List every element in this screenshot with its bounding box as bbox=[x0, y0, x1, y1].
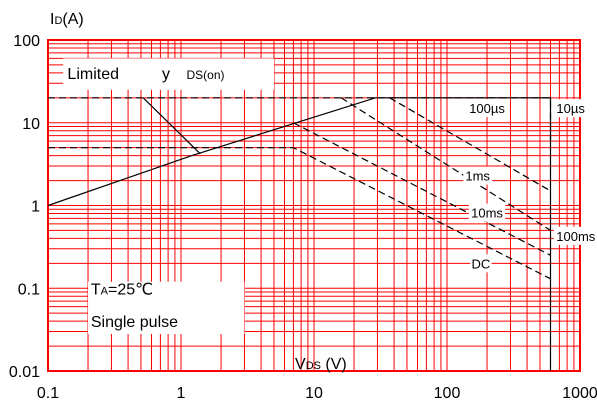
series-line-1ms bbox=[389, 97, 551, 192]
curve-label-bg bbox=[463, 166, 493, 185]
y-axis-label-rest: (A) bbox=[62, 11, 83, 28]
x-axis-label: VDS (V) bbox=[295, 356, 347, 373]
y-axis-label: ID(A) bbox=[50, 11, 84, 28]
ta-label: TA=25℃ bbox=[91, 281, 153, 298]
x-tick-label: 1000 bbox=[562, 385, 597, 402]
series-line-dc bbox=[48, 147, 551, 280]
y-tick-label: 0.01 bbox=[9, 364, 40, 381]
y-axis-label-main: I bbox=[50, 11, 54, 28]
curve-label: 10ms bbox=[471, 206, 503, 221]
series-line-rds-limit bbox=[142, 97, 201, 155]
series-line-100s bbox=[48, 97, 552, 142]
x-axis-label-sub: DS bbox=[306, 360, 321, 372]
curve-label: 100µs bbox=[469, 101, 505, 116]
x-axis-label-main: V bbox=[295, 356, 306, 373]
tick-labels: 0.1 1 10 100 1000 0.01 0.1 1 10 100 bbox=[9, 33, 597, 402]
x-tick-label: 10 bbox=[305, 385, 323, 402]
curve-label: DC bbox=[472, 256, 491, 271]
x-tick-label: 1 bbox=[177, 385, 186, 402]
y-tick-label: 0.1 bbox=[18, 281, 40, 298]
limited-label: Limited bbox=[67, 66, 119, 83]
y-tick-label: 100 bbox=[13, 33, 40, 50]
series-line-10ms bbox=[340, 97, 551, 231]
curve-label: 100ms bbox=[556, 229, 596, 244]
ta-label-main: T bbox=[91, 281, 101, 298]
y-tick-label: 1 bbox=[31, 199, 40, 216]
curve-label-bg bbox=[552, 99, 589, 118]
ta-label-sub: A bbox=[101, 285, 109, 297]
limited-y-label: y bbox=[162, 66, 170, 83]
conditions-label-box bbox=[88, 281, 245, 334]
limited-label-box bbox=[63, 58, 274, 90]
y-tick-label: 10 bbox=[22, 116, 40, 133]
curve-label: 1ms bbox=[465, 169, 490, 184]
curve-label-bg bbox=[468, 203, 506, 222]
series-line-10s bbox=[47, 97, 552, 371]
series-line-100ms bbox=[293, 122, 551, 256]
y-axis-label-sub: D bbox=[54, 15, 62, 27]
ta-label-rest: =25℃ bbox=[108, 281, 153, 298]
x-tick-label: 100 bbox=[434, 385, 461, 402]
curve-label-bg bbox=[465, 99, 510, 118]
rds-label: DS(on) bbox=[187, 68, 225, 82]
x-tick-label: 0.1 bbox=[37, 385, 59, 402]
curve-label-bg bbox=[470, 254, 492, 273]
labels: 100µs 10µs 1ms 10ms 100ms DC ID(A) VDS (V) Limit… bbox=[50, 11, 597, 373]
curves bbox=[47, 97, 552, 371]
curve-label-bg bbox=[553, 226, 597, 245]
x-axis-label-rest: (V) bbox=[321, 356, 347, 373]
curve-label: 10µs bbox=[556, 101, 585, 116]
single-pulse-label: Single pulse bbox=[91, 314, 178, 331]
